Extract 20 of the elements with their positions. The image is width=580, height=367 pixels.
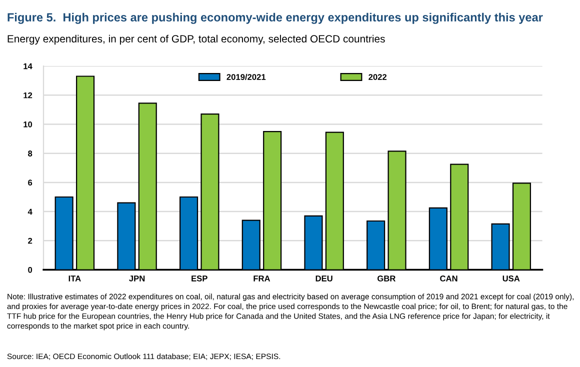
y-tick-label: 2 bbox=[28, 238, 32, 244]
x-tick-label: ESP bbox=[192, 276, 208, 282]
x-tick-label: USA bbox=[502, 276, 520, 282]
x-tick-label: CAN bbox=[440, 276, 458, 282]
chart-title: Figure 5. High prices are pushing economy-wide energy expenditures up significantly this year bbox=[8, 12, 543, 24]
x-tick-label: DEU bbox=[316, 276, 332, 282]
x-tick-label: ITA bbox=[68, 276, 81, 282]
y-tick-label: 14 bbox=[24, 63, 32, 70]
y-tick-label: 0 bbox=[28, 266, 32, 273]
y-tick-label: 12 bbox=[24, 92, 32, 98]
y-tick-label: 4 bbox=[28, 208, 32, 215]
y-tick-label: 10 bbox=[24, 121, 32, 128]
x-tick-label: GBR bbox=[378, 276, 396, 282]
x-tick-label: FRA bbox=[254, 276, 270, 282]
x-tick-label: JPN bbox=[129, 276, 145, 282]
chart-subtitle: Energy expenditures, in per cent of GDP, total economy, selected OECD countries bbox=[8, 34, 385, 45]
y-tick-label: 6 bbox=[28, 180, 32, 186]
y-tick-label: 8 bbox=[28, 150, 32, 156]
legend-label: 2019/2021 bbox=[226, 74, 266, 80]
legend-label: 2022 bbox=[368, 74, 387, 80]
